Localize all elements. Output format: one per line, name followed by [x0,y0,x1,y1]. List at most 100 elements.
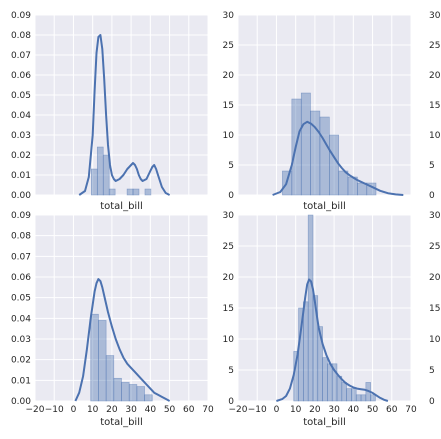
y-tick-label: 0.03 [11,131,31,141]
x-axis-label: total_bill [100,201,143,212]
histogram-bar [370,394,376,402]
histogram-bar [90,313,99,402]
histogram-bar [91,168,98,196]
histogram-bar [351,388,357,402]
x-tick-label: 50 [367,405,379,415]
y-tick-label-right: 0 [429,397,435,407]
histogram-bar [108,188,116,196]
x-axis-label: total_bill [100,417,143,428]
facet-panel: 0 0 5 5 10 10 15 15 20 20 25 25 30 30 total_bill [223,11,441,212]
histogram-bar [126,188,134,196]
histogram-bar [144,188,152,196]
x-tick-label: −10 [45,405,64,415]
y-tick-label-right: 20 [429,71,441,81]
histogram-bar [113,377,122,402]
y-tick-label: 10 [223,131,235,141]
y-tick-label: 0.03 [11,335,31,345]
y-tick-label: 0.01 [11,171,31,181]
x-tick-label: 0 [71,405,77,415]
histogram-bar [121,382,130,402]
y-tick-label: 15 [223,304,234,314]
histogram-bar [132,188,140,196]
y-tick-label: 10 [223,335,235,345]
y-tick-label: 25 [223,242,234,252]
y-tick-label: 0.01 [11,376,31,386]
y-tick-label: 0.09 [11,11,31,21]
histogram-bar [341,382,347,402]
x-axis-label: total_bill [303,417,346,428]
y-tick-label: 5 [228,366,234,376]
histogram-bar [329,134,340,196]
kde-curve [272,120,404,196]
kde-curve [78,34,171,196]
histogram-bar [96,146,104,196]
x-tick-label: 30 [125,405,137,415]
x-tick-label: 10 [290,405,302,415]
y-tick-label: 0.06 [11,273,31,283]
y-tick-label-right: 5 [429,366,435,376]
histogram-bar [128,384,138,402]
histogram-bar [307,214,314,402]
x-tick-label: 30 [328,405,340,415]
y-tick-label-right: 10 [429,335,441,345]
y-tick-label-right: 30 [429,11,441,21]
histogram-bar [136,386,145,402]
facet-panel: 0.00 0.01 0.02 0.03 0.04 0.05 0.06 0.07 0.08 0.09… [11,211,214,428]
x-tick-label: 60 [386,405,398,415]
histogram-bar [346,388,352,402]
x-tick-label: 0 [274,405,280,415]
y-tick-label: 25 [223,41,234,51]
y-tick-label: 0.00 [11,191,31,201]
histogram-bar [319,116,330,196]
y-tick-label: 30 [223,211,235,221]
y-tick-label: 5 [228,161,234,171]
y-tick-label: 0 [228,191,234,201]
histogram-bar [322,357,328,402]
x-axis-label: total_bill [303,201,346,212]
histogram-bar [105,355,115,402]
kde-curve [276,278,389,402]
y-tick-label: 0.02 [11,356,31,366]
y-tick-label: 0.04 [11,314,31,324]
x-tick-label: 40 [145,405,157,415]
x-tick-label: 50 [164,405,176,415]
y-tick-label: 0.08 [11,232,31,242]
y-tick-label: 0.05 [11,91,31,101]
y-tick-label-right: 20 [429,273,441,283]
y-tick-label-right: 0 [429,191,435,201]
x-tick-label: 70 [202,405,214,415]
y-tick-label: 0.06 [11,71,31,81]
y-tick-label: 0.04 [11,111,31,121]
y-tick-label: 0.00 [11,397,31,407]
y-tick-label: 20 [223,273,235,283]
histogram-bar [327,363,333,402]
plot-area [35,15,208,195]
histogram-bar [338,170,349,196]
y-tick-label: 20 [223,71,235,81]
facet-panel: 0 0 5 5 10 10 15 15 20 20 25 25 30 30 −20 −10 0 10 20 30 40 5… [223,211,441,428]
x-tick-label: −20 [26,405,45,415]
y-tick-label: 0.08 [11,31,31,41]
y-tick-label: 0 [228,397,234,407]
y-tick-label: 15 [223,101,234,111]
y-tick-label: 0.02 [11,151,31,161]
y-tick-label-right: 30 [429,211,441,221]
y-tick-label: 0.07 [11,51,31,61]
histogram-bar [303,301,309,402]
histogram-bar [144,394,153,402]
y-tick-label-right: 5 [429,161,435,171]
x-tick-label: 70 [405,405,417,415]
y-tick-label-right: 10 [429,131,441,141]
histogram-bar [102,154,110,196]
x-tick-label: −20 [229,405,248,415]
x-tick-label: −10 [248,405,267,415]
y-tick-label-right: 25 [429,242,440,252]
y-tick-label: 0.05 [11,294,31,304]
facet-panel: 0.00 0.01 0.02 0.03 0.04 0.05 0.06 0.07 0.08 0.09… [11,11,209,212]
y-tick-label: 0.09 [11,211,31,221]
x-tick-label: 20 [309,405,321,415]
y-tick-label-right: 25 [429,41,440,51]
x-tick-label: 40 [348,405,360,415]
plot-area [35,215,208,401]
